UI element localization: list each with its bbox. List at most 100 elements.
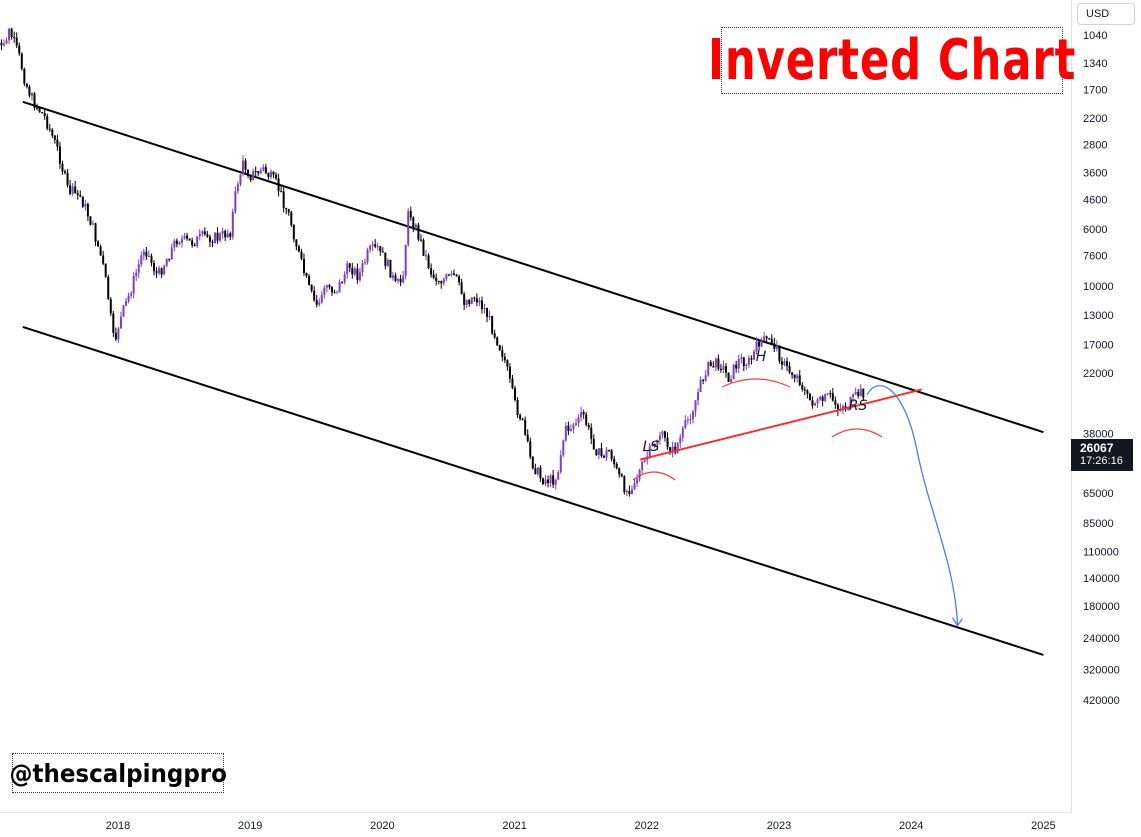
candle-body [188, 238, 191, 241]
price-chart[interactable]: LS H RS [0, 0, 1071, 812]
candle-body [516, 399, 519, 415]
candle-body [521, 418, 524, 420]
price-tick-label: 17000 [1083, 340, 1114, 352]
candle-body [74, 186, 77, 194]
candle-body [801, 385, 804, 390]
candle-body [130, 293, 133, 296]
candle-body [211, 241, 214, 243]
candle-body [488, 316, 491, 318]
candle-body [671, 446, 674, 453]
candle-body [257, 171, 260, 174]
candle-body [10, 28, 13, 37]
candle-body [798, 375, 801, 386]
candle-body [722, 366, 725, 370]
price-tick-label: 3600 [1083, 168, 1107, 180]
candle-body [107, 276, 110, 300]
candle-body [132, 275, 135, 294]
candles-group [0, 27, 865, 497]
candle-body [841, 406, 844, 409]
time-tick-label: 2019 [238, 820, 262, 832]
candle-body [712, 366, 715, 368]
candle-body [511, 378, 514, 389]
candle-body [295, 239, 298, 247]
candle-body [361, 263, 364, 273]
candle-body [249, 175, 252, 181]
title-box: Inverted Chart [708, 27, 1075, 94]
candle-body [765, 336, 768, 339]
candle-body [3, 43, 6, 46]
candle-body [173, 240, 176, 248]
time-tick-label: 2020 [370, 820, 394, 832]
candle-body [348, 263, 351, 269]
candle-body [214, 232, 217, 243]
candle-body [590, 427, 593, 439]
candle-body [206, 234, 209, 237]
candle-body [460, 282, 463, 295]
candle-body [122, 305, 125, 317]
candle-body [656, 440, 659, 445]
candle-body [137, 264, 140, 273]
candle-body [397, 278, 400, 281]
candle-body [552, 475, 555, 485]
candle-body [414, 224, 417, 228]
candle-body [285, 207, 288, 210]
candle-body [760, 340, 763, 347]
price-tick-label: 38000 [1083, 429, 1114, 441]
candle-body [577, 417, 580, 424]
time-tick-label: 2021 [502, 820, 526, 832]
candle-body [5, 40, 8, 44]
candle-body [547, 479, 550, 484]
price-tick-label: 22000 [1083, 368, 1114, 380]
candle-body [178, 242, 181, 245]
candle-body [778, 345, 781, 362]
candle-body [219, 233, 222, 241]
candle-body [694, 400, 697, 412]
candle-body [168, 258, 171, 260]
time-tick-label: 2023 [767, 820, 791, 832]
candle-body [99, 246, 102, 256]
candle-body [468, 300, 471, 304]
candle-body [478, 300, 481, 303]
price-axis[interactable]: 1040 1340 1700 2200 2800 3600 4600 6000 7600 1000… [1071, 0, 1141, 812]
candle-body [597, 448, 600, 455]
currency-label: USD [1086, 8, 1110, 20]
candle-body [152, 262, 155, 272]
candle-body [816, 399, 819, 404]
candle-body [808, 393, 811, 401]
candle-body [587, 424, 590, 428]
candle-body [64, 171, 67, 173]
candle-body [625, 490, 628, 493]
candle-body [292, 224, 295, 240]
price-tick-label: 2200 [1083, 113, 1107, 125]
candle-body [470, 297, 473, 304]
candle-body [275, 174, 278, 179]
candle-body [20, 53, 23, 69]
candle-body [381, 251, 384, 253]
head-label: H [756, 349, 767, 365]
candle-body [628, 490, 631, 494]
candle-body [514, 388, 517, 400]
price-tick-label: 65000 [1083, 488, 1114, 500]
currency-badge[interactable]: USD [1077, 3, 1135, 25]
candle-body [719, 368, 722, 370]
candle-body [117, 328, 120, 340]
candle-body [452, 273, 455, 275]
candle-body [386, 259, 389, 266]
time-axis[interactable]: 2018 2019 2020 2021 2022 2023 2024 2025 [0, 812, 1071, 836]
candle-body [524, 419, 527, 435]
price-tick-label: 320000 [1083, 665, 1120, 677]
candle-body [145, 251, 148, 257]
candle-body [519, 414, 522, 419]
candle-body [592, 438, 595, 450]
candle-body [775, 345, 778, 349]
projection-arrowhead [951, 617, 963, 627]
candle-body [140, 255, 143, 265]
candle-body [458, 276, 461, 283]
candle-body [318, 302, 321, 305]
candle-body [119, 316, 122, 329]
price-tick-label: 7600 [1083, 250, 1107, 262]
candle-body [135, 272, 138, 276]
candle-body [338, 281, 341, 293]
candle-body [676, 443, 679, 453]
